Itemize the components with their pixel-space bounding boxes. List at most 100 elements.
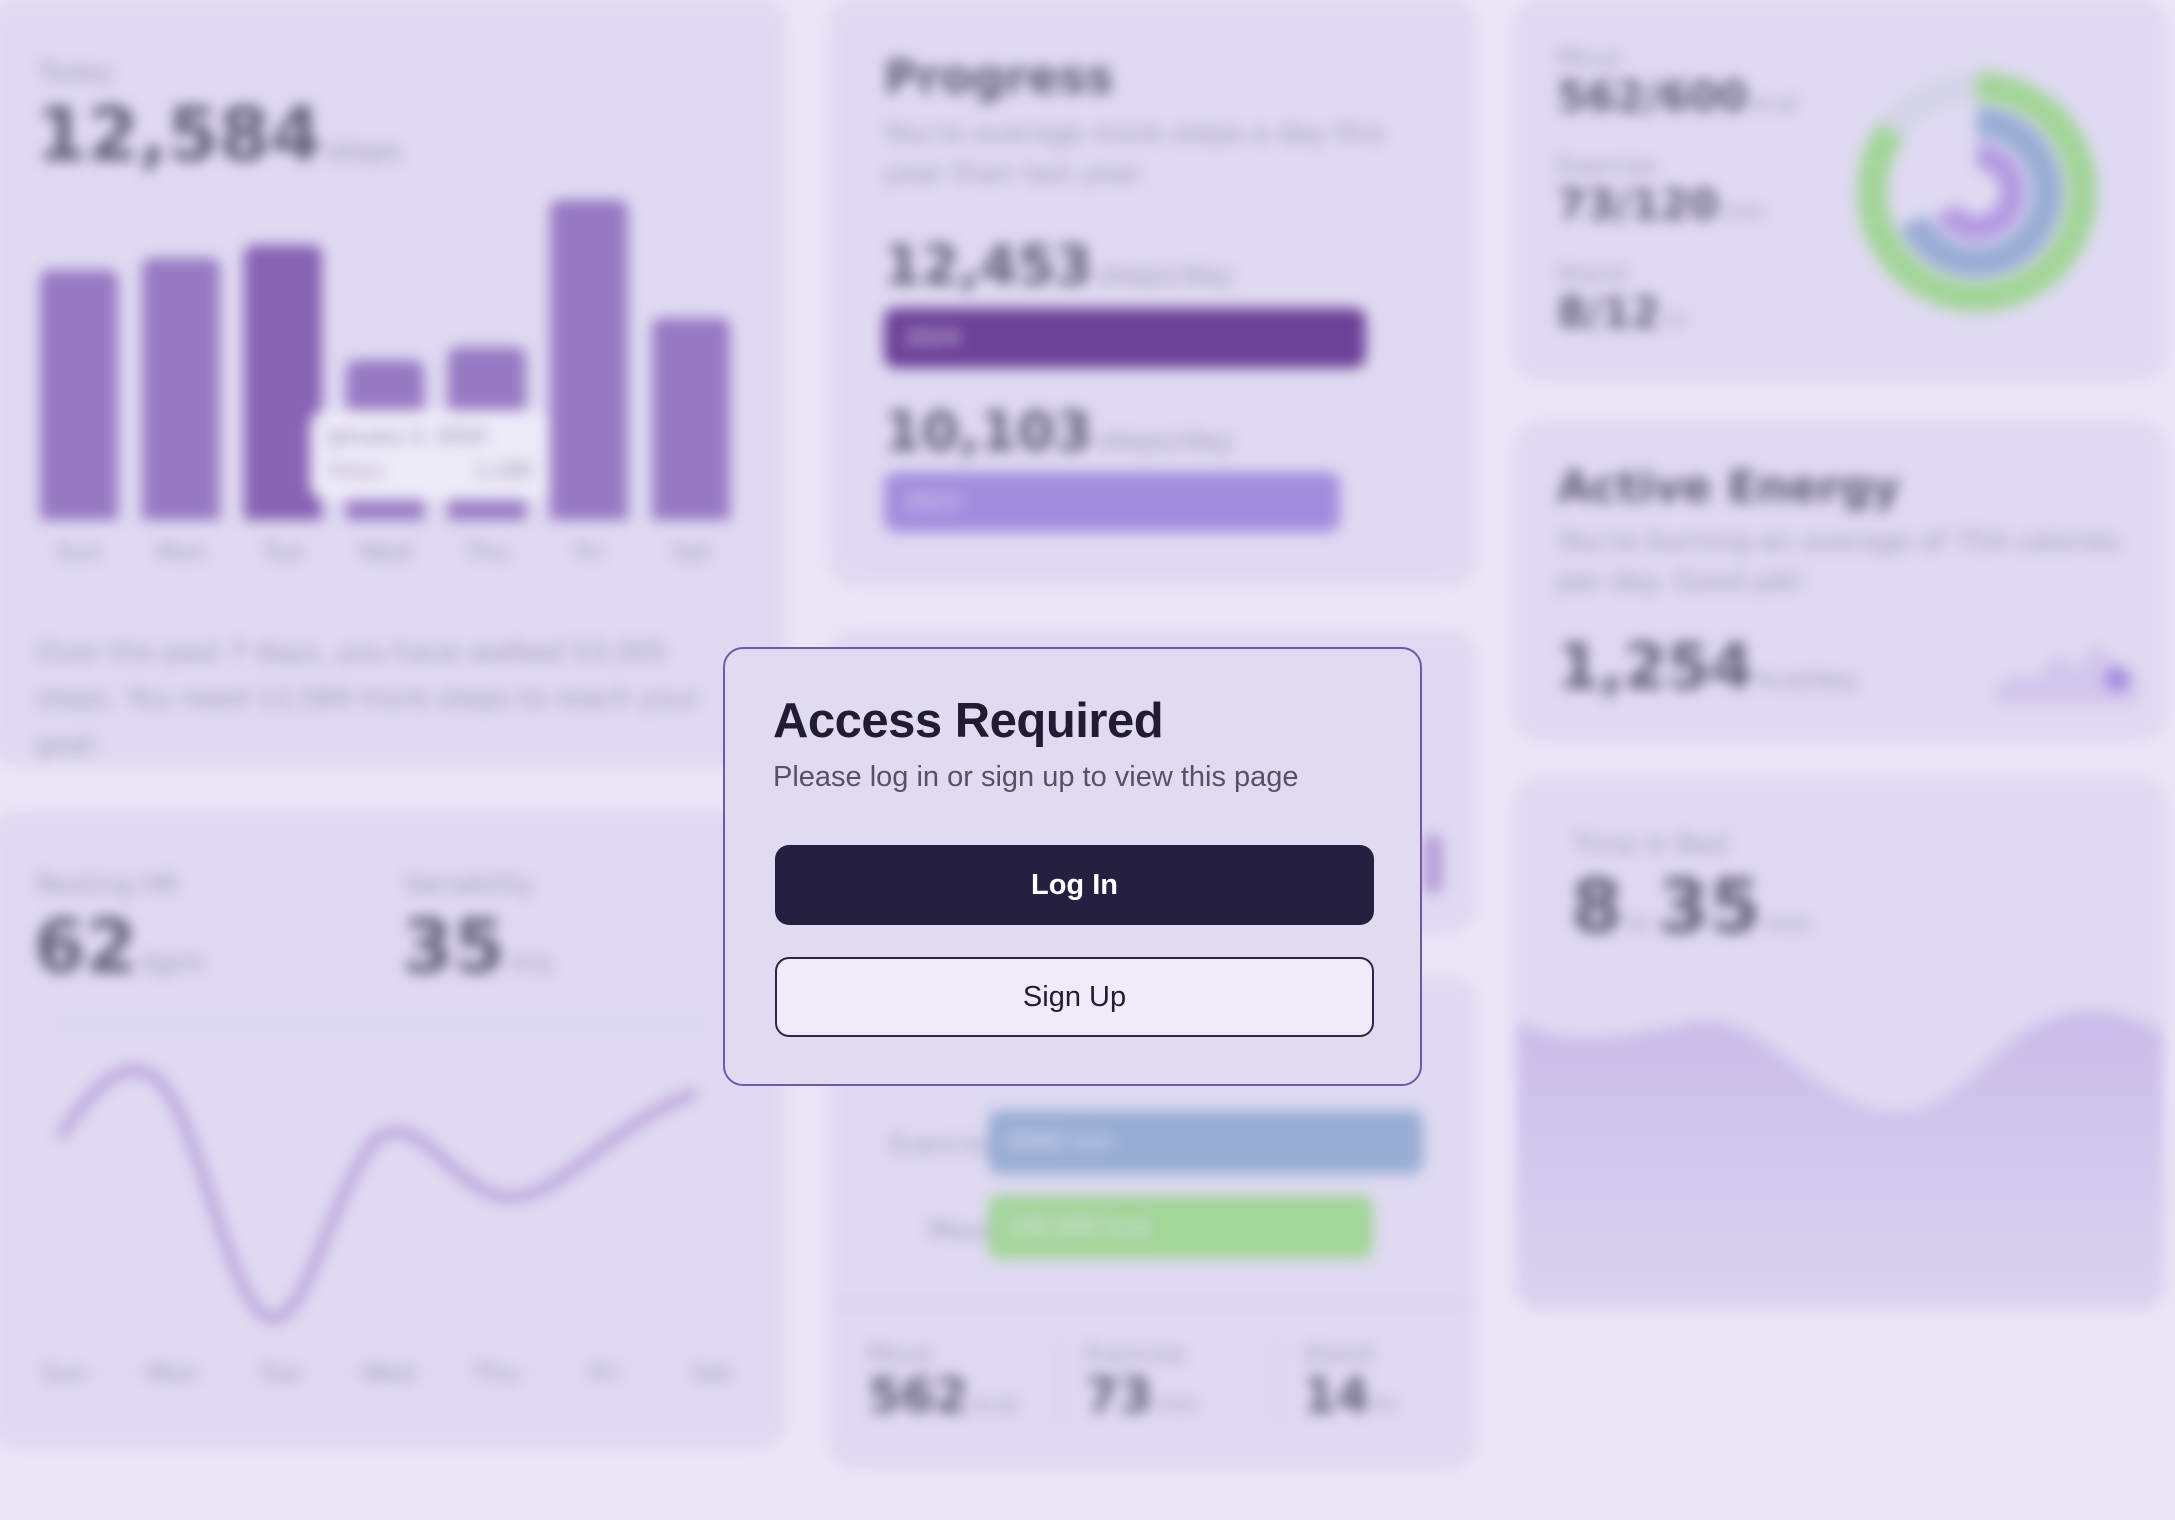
energy-value: 1,254 [1557,630,1754,703]
time-in-bed-card: Time in Bed 8 hr 35 min [1515,778,2165,1310]
progress-row-2-bar: 2023 [884,472,1340,532]
goal-stat-stand: Stand 14 hr [1275,1340,1448,1424]
goal-row-1-label: Exercise [889,1130,998,1160]
resting-hr-value: 62 [34,904,137,990]
variability-value: 35 [402,904,505,990]
heart-rate-x-label: Mon [146,1359,198,1387]
goal-stat-stand-label: Stand [1302,1340,1373,1368]
steps-card: Today 12,584 steps Sun Mon Tue Wed Thu Fri Sat… [0,0,785,765]
steps-x-label: Fri [574,538,604,566]
goal-stat-stand-value: 14 [1302,1368,1370,1424]
resting-hr-row: 62 bpm [34,904,205,990]
tooltip-value: 1,100 [474,458,532,482]
goal-row-1-bar: 8000 min [988,1110,1423,1174]
goal-row-1-value: 8000 min [1008,1129,1113,1155]
progress-row-1-unit: steps/day [1097,258,1234,291]
log-in-button[interactable]: Log In [775,845,1374,925]
heart-rate-x-label: Tue [259,1359,301,1387]
activity-rings-card: Move 562/600 kcal Exercise 73/120 min St… [1515,0,2165,380]
goal-stat-stand-unit: hr [1374,1393,1398,1418]
progress-card: Progress You're average more steps a day… [830,0,1475,585]
steps-x-label: Mon [155,538,207,566]
energy-title: Active Energy [1557,462,1901,513]
steps-x-label: Tue [262,538,304,566]
ring-move-unit: kcal [1752,92,1798,117]
steps-bar-sun[interactable] [40,270,118,520]
sleep-hours-unit: hr [1627,910,1653,938]
progress-row-1-value-row: 12,453 steps/day [884,234,1234,297]
sleep-minutes: 35 [1657,864,1761,950]
ring-stat-stand: Stand 8/12 hr [1557,260,1688,337]
sleep-label: Time in Bed [1573,830,1728,860]
tooltip-label: Steps [328,458,384,482]
goal-stat-exercise: Exercise 73 min [1058,1340,1275,1424]
energy-sparkline [1997,644,2137,704]
steps-bar-sat[interactable] [652,318,730,520]
sleep-minutes-unit: min [1765,910,1812,938]
ring-stat-exercise: Exercise 73/120 min [1557,152,1765,229]
goal-stat-move: Move 562 kcal [868,1340,1058,1424]
steps-label: Today [38,58,114,88]
goal-row-2-label: Move [928,1216,998,1246]
ring-move-label: Move [1557,44,1622,72]
sign-up-button[interactable]: Sign Up [775,957,1374,1037]
energy-unit: kcal/day [1758,666,1859,694]
goal-row-2-bar: 100,000 kcal [988,1195,1373,1259]
goal-stat-move-value: 562 [868,1368,969,1424]
steps-unit: steps [326,134,402,167]
progress-title: Progress [884,50,1114,104]
progress-row-2-value-row: 10,103 steps/day [884,400,1234,463]
ring-stand-value: 8/12 [1557,288,1661,337]
variability-row: 35 ms [402,904,552,990]
progress-row-2-value: 10,103 [884,400,1093,463]
activity-rings-chart [1857,72,2097,312]
ring-stand-label: Stand [1557,260,1627,288]
ring-stand-unit: hr [1665,308,1689,333]
active-energy-card: Active Energy You're burning an average … [1515,422,2165,740]
variability-label: Variability [404,870,534,900]
steps-value-row: 12,584 steps [36,92,402,178]
steps-bar-tue[interactable] [244,245,322,520]
steps-bar-mon[interactable] [142,258,220,520]
progress-row-2-unit: steps/day [1097,424,1234,457]
steps-x-label: Sat [671,538,711,566]
ring-exercise-value: 73/120 [1557,180,1719,229]
heart-rate-card: Resting HR 62 bpm Variability 35 ms Sun M… [0,812,785,1447]
heart-rate-x-label: Fri [589,1359,619,1387]
ring-move-value: 562/600 [1557,72,1748,121]
tooltip-date: January 2, 2024 [328,424,487,448]
steps-bar-fri[interactable] [550,200,628,520]
heart-rate-x-label: Sat [692,1359,732,1387]
goals-card-accent [1423,834,1443,894]
progress-row-2-year: 2023 [904,489,960,515]
progress-row-1-value: 12,453 [884,234,1093,297]
resting-hr-label: Resting HR [36,870,179,900]
steps-x-label: Thu [464,538,510,566]
steps-value: 12,584 [36,92,322,178]
ring-exercise-unit: min [1723,200,1766,225]
steps-summary: Over the past 7 days, you have walked 53… [36,637,701,760]
goal-stat-exercise-value: 73 [1085,1368,1153,1424]
access-required-dialog: Access Required Please log in or sign up… [723,647,1422,1086]
steps-tooltip: January 2, 2024 Steps 1,100 [310,410,550,500]
goal-row-2-value: 100,000 kcal [1008,1214,1151,1240]
goals-stats: Move 562 kcal Exercise 73 min Stand 14 h… [868,1340,1448,1424]
dialog-title: Access Required [773,694,1164,748]
variability-unit: ms [510,946,552,979]
resting-hr-unit: bpm [142,946,205,979]
goal-stat-exercise-label: Exercise [1085,1340,1186,1368]
heart-rate-x-axis: Sun Mon Tue Wed Thu Fri Sat [0,1359,783,1399]
goal-stat-exercise-unit: min [1157,1393,1199,1418]
goals-divider [832,1302,1473,1306]
goal-stat-move-unit: kcal [973,1393,1018,1418]
progress-subtitle: You're average more steps a day this yea… [884,118,1385,189]
ring-stat-move: Move 562/600 kcal [1557,44,1797,121]
progress-row-1-year: 2024 [904,325,960,351]
ring-exercise-label: Exercise [1557,152,1657,180]
heart-rate-x-label: Sun [41,1359,87,1387]
sleep-area-chart [1517,1011,2163,1308]
progress-row-1-bar: 2024 [884,308,1366,368]
steps-x-label: Sun [56,538,102,566]
sleep-hours: 8 [1571,864,1623,950]
